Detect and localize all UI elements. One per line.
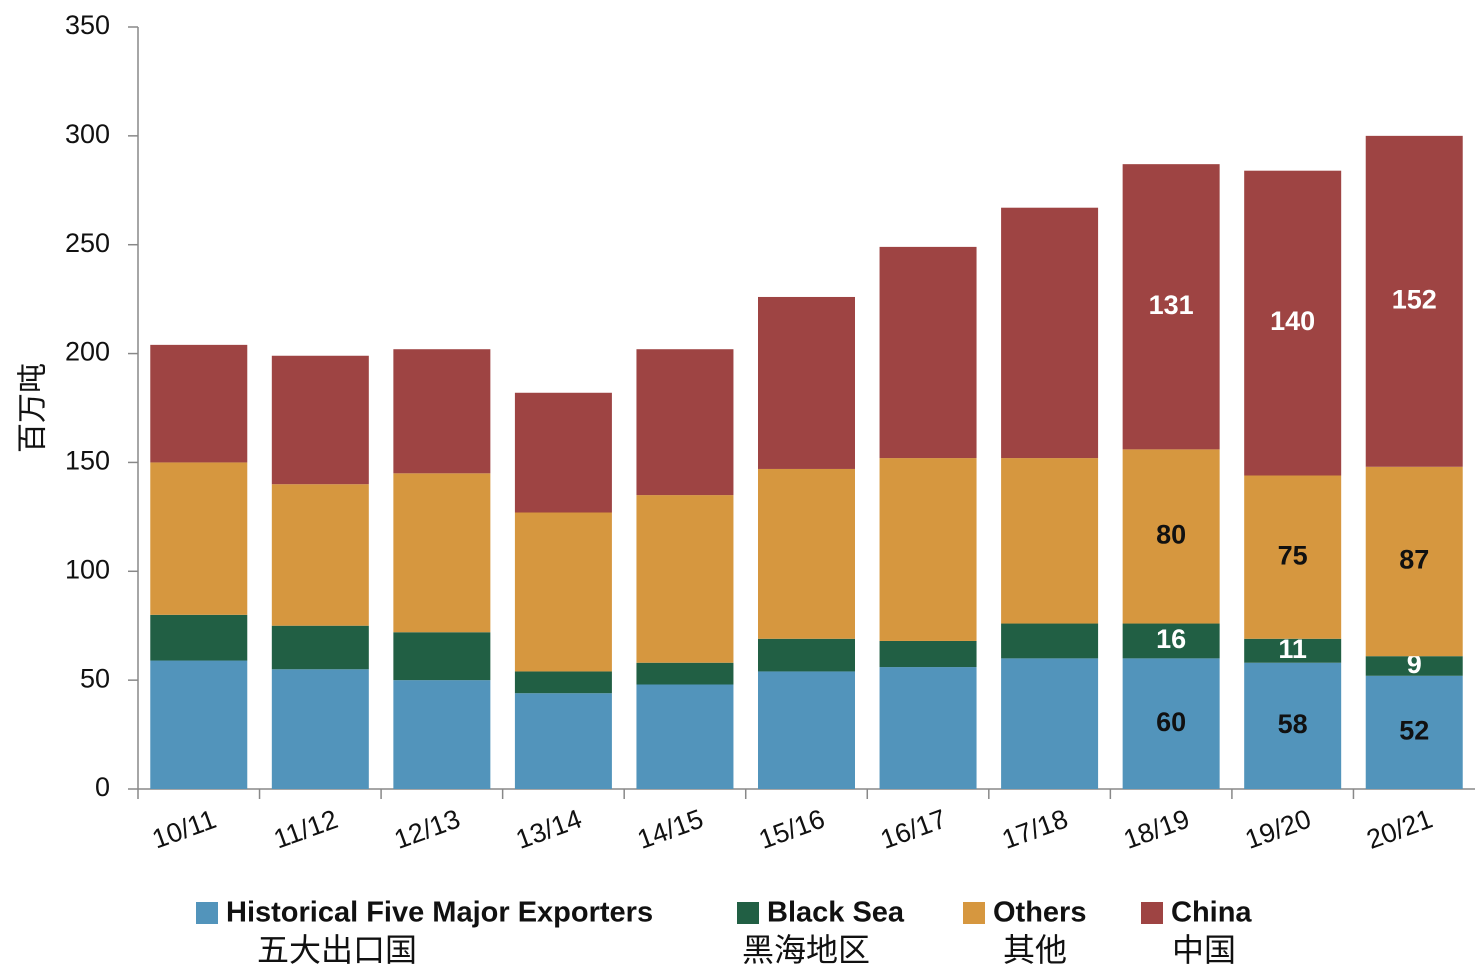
y-tick-label: 100 bbox=[65, 554, 110, 584]
bar-segment bbox=[393, 349, 491, 474]
bar-segment bbox=[758, 468, 855, 639]
bar-segment bbox=[1122, 449, 1220, 624]
y-tick-label: 0 bbox=[95, 772, 110, 802]
data-label: 11 bbox=[1278, 634, 1307, 664]
legend-label-zh: 其他 bbox=[1003, 931, 1067, 969]
bar-segment bbox=[1365, 656, 1463, 676]
legend-label-zh: 五大出口国 bbox=[257, 931, 417, 969]
legend-label-zh: 中国 bbox=[1172, 931, 1236, 969]
y-tick-label: 250 bbox=[65, 228, 110, 258]
x-tick-label: 14/15 bbox=[633, 804, 707, 855]
bar-segment bbox=[636, 349, 734, 496]
data-label: 80 bbox=[1156, 520, 1186, 550]
bar-segment bbox=[514, 671, 612, 694]
legend-label: Historical Five Major Exporters bbox=[226, 897, 653, 929]
legend-label: Black Sea bbox=[767, 897, 905, 929]
legend-swatch bbox=[196, 902, 218, 924]
bar-segment bbox=[150, 614, 248, 661]
bar-segment bbox=[271, 355, 369, 485]
bar-segment bbox=[1365, 135, 1463, 467]
x-tick-label: 19/20 bbox=[1241, 804, 1315, 855]
data-label: 87 bbox=[1399, 545, 1429, 575]
x-tick-label: 11/12 bbox=[270, 804, 342, 855]
legend-swatch bbox=[1141, 902, 1163, 924]
bar-segment bbox=[393, 680, 491, 789]
bar-segment bbox=[879, 246, 977, 459]
x-tick-label: 20/21 bbox=[1363, 804, 1437, 855]
bar-segment bbox=[758, 296, 855, 469]
bar-segment bbox=[879, 458, 977, 641]
y-tick-label: 350 bbox=[65, 10, 110, 40]
x-tick-label: 10/11 bbox=[148, 804, 220, 855]
bar-segment bbox=[1122, 623, 1220, 659]
legend-label: Others bbox=[993, 897, 1086, 929]
x-tick-label: 13/14 bbox=[512, 804, 586, 855]
data-label: 52 bbox=[1399, 716, 1429, 746]
bar-segment bbox=[879, 640, 977, 668]
data-label: 75 bbox=[1278, 540, 1308, 570]
bar-segment bbox=[514, 693, 612, 789]
bar-segment bbox=[1122, 658, 1220, 789]
legend-swatch bbox=[963, 902, 985, 924]
bar-segment bbox=[1001, 458, 1099, 624]
x-tick-label: 15/16 bbox=[755, 804, 829, 855]
bar-segment bbox=[1244, 475, 1342, 639]
bar-segment bbox=[393, 632, 491, 681]
bar-segment bbox=[879, 667, 977, 789]
data-label: 9 bbox=[1407, 649, 1422, 679]
bar-segment bbox=[1001, 207, 1099, 459]
bar-segment bbox=[150, 660, 248, 789]
data-label: 131 bbox=[1149, 290, 1194, 320]
y-axis-label: 百万吨 bbox=[16, 363, 51, 453]
bar-segment bbox=[1365, 466, 1463, 657]
legend-swatch bbox=[737, 902, 759, 924]
bar-segment bbox=[393, 473, 491, 633]
bar-segment bbox=[636, 662, 734, 685]
x-tick-label: 17/18 bbox=[998, 804, 1072, 855]
bar-segment bbox=[514, 392, 612, 513]
bar-segment bbox=[271, 484, 369, 626]
y-tick-label: 300 bbox=[65, 119, 110, 149]
bar-segment bbox=[271, 669, 369, 789]
bar-segment bbox=[1244, 638, 1342, 663]
bar-segment bbox=[271, 625, 369, 670]
bar-segment bbox=[1001, 658, 1099, 789]
data-label: 16 bbox=[1156, 624, 1186, 654]
bar-segment bbox=[1122, 164, 1220, 450]
bar-segment bbox=[150, 462, 248, 615]
bar-segment bbox=[758, 671, 855, 789]
data-label: 152 bbox=[1392, 284, 1437, 314]
bar-segment bbox=[636, 495, 734, 663]
bar-segment bbox=[636, 684, 734, 789]
x-tick-label: 12/13 bbox=[390, 804, 464, 855]
y-tick-label: 150 bbox=[65, 446, 110, 476]
x-tick-label: 18/19 bbox=[1120, 804, 1194, 855]
bar-segment bbox=[150, 344, 248, 463]
data-label: 60 bbox=[1156, 707, 1186, 737]
y-tick-label: 200 bbox=[65, 337, 110, 367]
data-label: 140 bbox=[1270, 306, 1315, 336]
data-label: 58 bbox=[1278, 709, 1308, 739]
x-tick-label: 16/17 bbox=[877, 804, 951, 855]
y-tick-label: 50 bbox=[80, 663, 110, 693]
legend-label-zh: 黑海地区 bbox=[742, 931, 870, 969]
bar-segment bbox=[758, 638, 855, 672]
bar-segment bbox=[1244, 170, 1342, 476]
bar-segment bbox=[514, 512, 612, 672]
bar-segment bbox=[1244, 662, 1342, 789]
bar-segment bbox=[1365, 675, 1463, 789]
legend-label: China bbox=[1171, 897, 1252, 929]
bar-segment bbox=[1001, 623, 1099, 659]
